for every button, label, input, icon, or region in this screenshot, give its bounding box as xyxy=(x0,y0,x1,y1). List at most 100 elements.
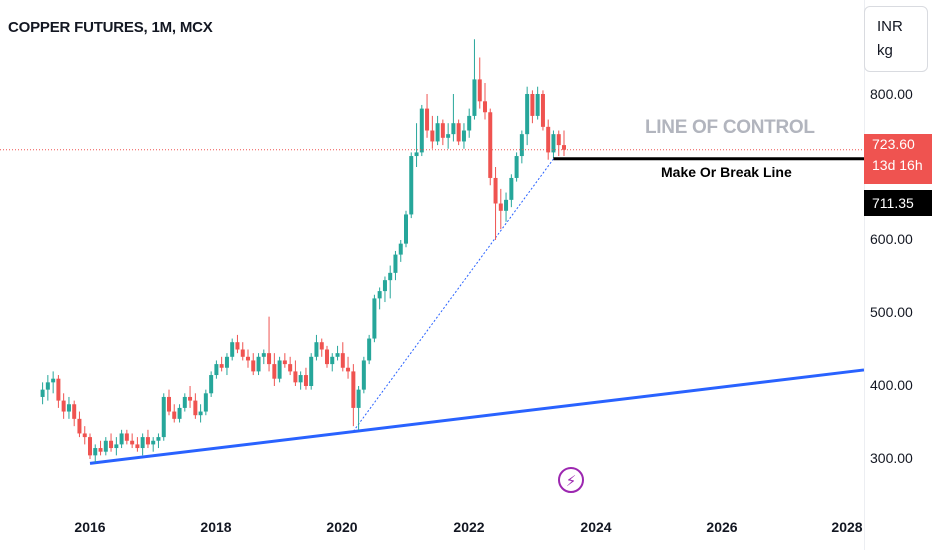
candle-body xyxy=(277,360,282,379)
candle-body xyxy=(114,444,119,449)
candle-body xyxy=(61,400,66,412)
candle xyxy=(72,400,77,427)
candle xyxy=(82,426,87,445)
candle-body xyxy=(235,342,240,350)
candle xyxy=(535,86,540,120)
candle xyxy=(51,371,56,394)
candle-body xyxy=(56,378,61,401)
candle xyxy=(425,94,430,138)
candle-body xyxy=(346,367,351,372)
candle xyxy=(472,39,477,120)
candle xyxy=(167,389,171,416)
time-axis-label: 2022 xyxy=(453,519,485,535)
price-axis-label: 600.00 xyxy=(870,231,913,247)
candle-body xyxy=(456,123,461,142)
candle xyxy=(498,188,503,230)
bar-countdown: 13d 16h xyxy=(872,157,923,173)
price-axis-label: 800.00 xyxy=(870,86,913,102)
candle xyxy=(272,353,277,386)
make-or-break-label: Make Or Break Line xyxy=(661,164,792,180)
time-axis-label: 2026 xyxy=(706,519,738,535)
time-axis-label: 2018 xyxy=(200,519,232,535)
candle-body xyxy=(203,393,208,412)
candle xyxy=(288,356,293,376)
candle-body xyxy=(161,396,166,438)
candle-body xyxy=(267,353,272,365)
candle xyxy=(430,115,435,149)
candle-body xyxy=(440,123,445,138)
candle-body xyxy=(309,356,314,386)
candle-body xyxy=(314,342,319,357)
candle-body xyxy=(404,214,408,244)
candle xyxy=(240,342,245,361)
candle xyxy=(540,90,545,131)
candle-body xyxy=(261,353,266,357)
candle-body xyxy=(88,437,92,456)
candle-body xyxy=(451,123,456,135)
time-axis-label: 2016 xyxy=(74,519,106,535)
price-axis-label: 300.00 xyxy=(870,450,913,466)
candle xyxy=(267,316,272,372)
price-axis-label: 400.00 xyxy=(870,377,913,393)
candle-body xyxy=(419,108,424,153)
candle-body xyxy=(361,360,366,390)
candle xyxy=(551,130,556,159)
candle-body xyxy=(430,130,435,142)
candle xyxy=(298,371,303,390)
candle-body xyxy=(66,404,71,412)
candle xyxy=(246,349,250,368)
candle xyxy=(235,334,240,354)
currency-unit-button[interactable]: INR kg xyxy=(864,6,928,72)
candle-body xyxy=(272,364,277,379)
candle-body xyxy=(124,433,129,441)
candle-body xyxy=(546,126,551,153)
candle xyxy=(282,353,287,368)
line-price-tag: 711.35 xyxy=(864,190,932,216)
candle xyxy=(140,433,145,456)
candle xyxy=(124,429,129,445)
candle xyxy=(382,276,387,303)
level-lines xyxy=(0,149,864,161)
candle-body xyxy=(519,134,524,157)
candle-body xyxy=(251,360,256,372)
candle xyxy=(467,108,472,138)
candle xyxy=(388,265,393,299)
unit-label: kg xyxy=(877,42,893,59)
candle-body xyxy=(504,199,509,211)
candle xyxy=(214,360,219,379)
candle xyxy=(525,86,530,146)
candle xyxy=(177,404,182,423)
candle-body xyxy=(356,389,361,408)
support-trendline xyxy=(89,368,865,465)
candle xyxy=(514,152,519,182)
candle-body xyxy=(103,440,108,452)
candle-body xyxy=(182,396,187,408)
candle xyxy=(456,119,461,146)
candle xyxy=(414,123,419,167)
candle xyxy=(367,334,372,365)
candle-body xyxy=(319,342,324,350)
candle xyxy=(404,210,408,248)
candle-body xyxy=(256,356,261,372)
candle xyxy=(483,83,487,120)
candle-body xyxy=(40,389,45,397)
candle xyxy=(256,353,261,376)
candle xyxy=(398,240,403,262)
candle xyxy=(277,356,282,383)
candle-body xyxy=(325,349,329,365)
price-axis-label: 500.00 xyxy=(870,304,913,320)
candle xyxy=(193,393,198,419)
candle xyxy=(145,429,150,449)
candle xyxy=(203,389,208,416)
candle-body xyxy=(172,411,177,419)
candle-body xyxy=(303,375,308,386)
candle xyxy=(251,353,256,376)
candle xyxy=(335,345,340,361)
candle-body xyxy=(472,79,477,116)
candle-body xyxy=(177,407,182,419)
candle xyxy=(351,364,356,427)
lightning-icon[interactable]: ⚡ xyxy=(558,467,584,493)
candle-body xyxy=(530,94,535,116)
candle xyxy=(219,356,224,372)
